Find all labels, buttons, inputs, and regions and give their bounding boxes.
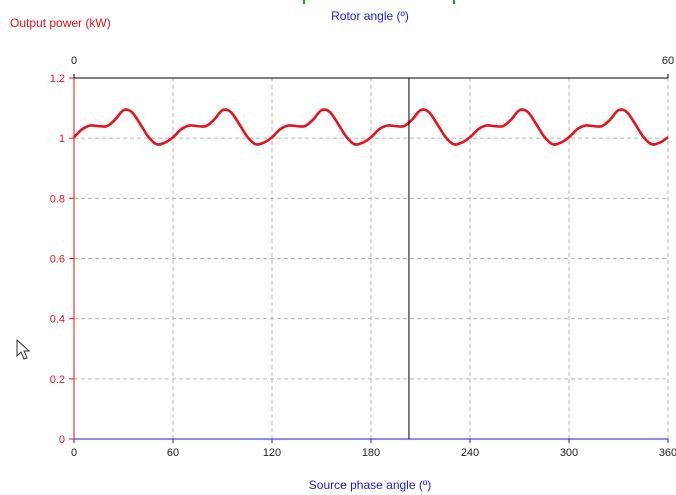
x-tick-label: 300 — [560, 447, 578, 459]
secondary-x-tick-label: 0 — [71, 55, 77, 67]
series-layer — [73, 108, 669, 146]
clipped-label-mark — [453, 0, 455, 4]
x-tick-label: 0 — [71, 447, 77, 459]
mouse-cursor-icon — [16, 338, 31, 360]
x-tick-labels: 0 60 120 180 240 300 360 — [71, 439, 676, 459]
secondary-x-tick-labels: 0 60 — [71, 55, 674, 78]
x-axis-title: Source phase angle (º) — [309, 478, 431, 492]
secondary-x-axis-title: Rotor angle (º) — [331, 9, 409, 23]
y-tick-label: 0.2 — [50, 374, 65, 386]
y-tick-label: 0.8 — [50, 193, 65, 205]
y-tick-label: 0.6 — [50, 254, 65, 266]
y-tick-label: 1 — [59, 133, 65, 145]
y-tick-label: 0.4 — [50, 314, 65, 326]
x-tick-label: 60 — [167, 447, 179, 459]
x-tick-label: 240 — [461, 447, 479, 459]
x-tick-label: 120 — [263, 447, 281, 459]
x-tick-label: 360 — [659, 447, 676, 459]
y-tick-labels: 0 0.2 0.4 0.6 0.8 1 1.2 — [50, 73, 74, 446]
grid-lines — [74, 78, 669, 439]
secondary-x-tick-label: 60 — [662, 55, 674, 67]
clipped-label-mark — [303, 0, 305, 4]
y-axis-title: Output power (kW) — [10, 16, 111, 30]
output-power-series-line — [73, 108, 669, 146]
y-tick-label: 1.2 — [50, 73, 65, 85]
x-tick-label: 180 — [362, 447, 380, 459]
y-tick-label: 0 — [59, 434, 65, 446]
